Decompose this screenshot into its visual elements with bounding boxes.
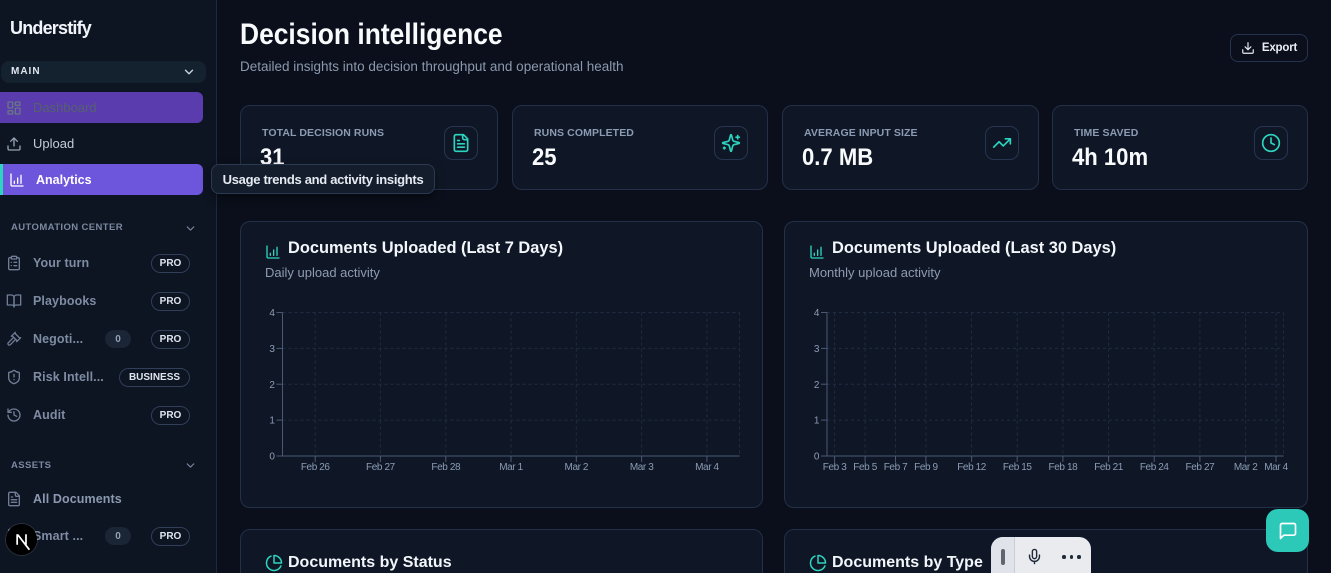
svg-text:2: 2 (269, 380, 275, 391)
svg-text:4: 4 (269, 308, 275, 319)
svg-text:1: 1 (269, 416, 275, 427)
svg-text:Feb 27: Feb 27 (366, 462, 396, 473)
svg-text:Mar 1: Mar 1 (499, 462, 523, 473)
svg-text:Mar 3: Mar 3 (630, 462, 654, 473)
svg-text:Feb 27: Feb 27 (1186, 462, 1216, 473)
svg-text:Mar 2: Mar 2 (565, 462, 589, 473)
svg-text:Feb 26: Feb 26 (301, 462, 331, 473)
svg-text:Feb 9: Feb 9 (914, 462, 938, 473)
svg-text:Feb 7: Feb 7 (884, 462, 908, 473)
svg-text:Feb 18: Feb 18 (1049, 462, 1079, 473)
svg-text:3: 3 (814, 344, 820, 355)
svg-text:Feb 28: Feb 28 (431, 462, 461, 473)
svg-text:Feb 3: Feb 3 (823, 462, 847, 473)
svg-text:Feb 5: Feb 5 (853, 462, 877, 473)
svg-text:0: 0 (814, 452, 820, 463)
svg-text:1: 1 (814, 416, 820, 427)
svg-text:3: 3 (269, 344, 275, 355)
svg-text:Feb 12: Feb 12 (957, 462, 987, 473)
svg-text:4: 4 (814, 308, 820, 319)
svg-text:Mar 2: Mar 2 (1234, 462, 1258, 473)
svg-text:Feb 24: Feb 24 (1140, 462, 1170, 473)
svg-text:Mar 4: Mar 4 (1264, 462, 1288, 473)
svg-text:Feb 21: Feb 21 (1094, 462, 1124, 473)
svg-text:0: 0 (269, 452, 275, 463)
svg-text:Feb 15: Feb 15 (1003, 462, 1033, 473)
svg-text:2: 2 (814, 380, 820, 391)
svg-text:Mar 4: Mar 4 (695, 462, 719, 473)
